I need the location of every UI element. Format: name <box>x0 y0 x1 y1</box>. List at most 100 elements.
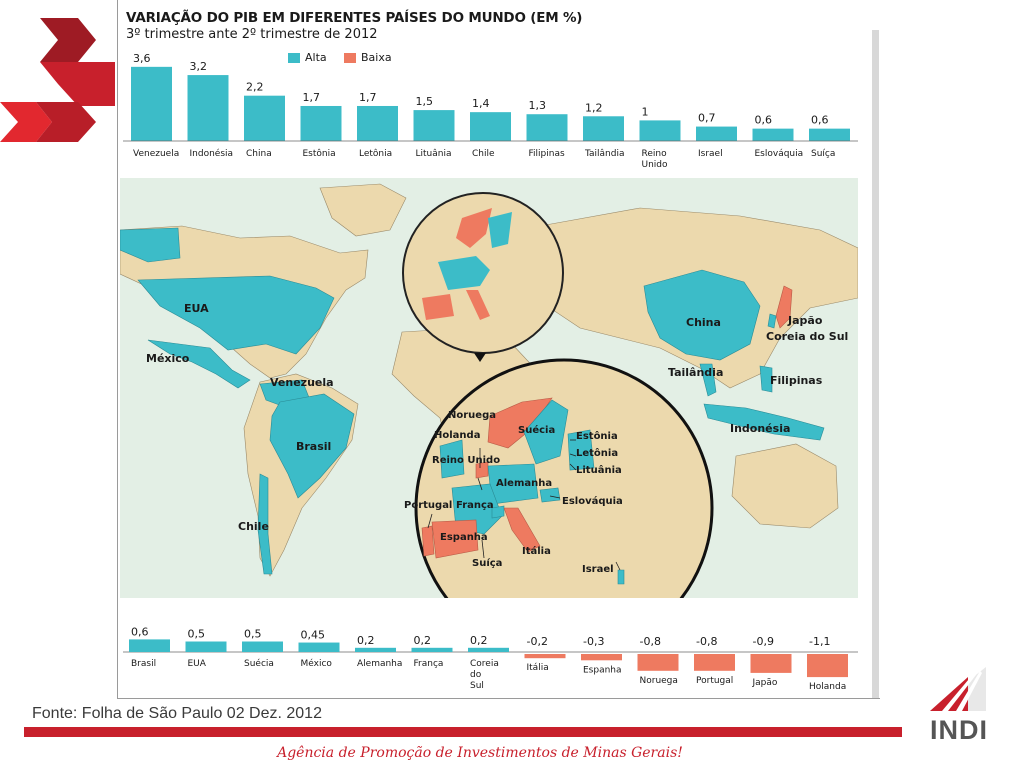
legend-item-up: Alta <box>288 51 327 64</box>
bar-japao <box>750 654 792 673</box>
category-label-letonia: Letônia <box>359 148 392 159</box>
value-label-suecia: 0,5 <box>244 628 262 641</box>
europe-zoom-slovakia <box>539 487 561 503</box>
source-caption: Fonte: Folha de São Paulo 02 Dez. 2012 <box>32 705 322 722</box>
category-label-indonesia: Indonésia <box>190 148 234 159</box>
map-label-japao: Japão <box>787 314 823 327</box>
legend-swatch-down <box>344 52 356 63</box>
leader-lines <box>427 439 621 571</box>
category-label-chile: Chile <box>472 149 495 159</box>
europe-zoom-switzerland <box>491 505 505 519</box>
category-label-suica: Suíça <box>811 149 835 159</box>
map-label-mexico: México <box>146 352 190 365</box>
value-label-japao: -0,9 <box>753 635 774 648</box>
value-label-lituania: 1,5 <box>416 95 434 108</box>
bar-holanda <box>807 654 848 678</box>
map-label-tailandia: Tailândia <box>668 366 723 379</box>
map-label-portugal: Portugal <box>404 500 452 511</box>
greenland-land <box>319 183 407 237</box>
bar-mexico <box>298 642 340 652</box>
value-label-eua: 0,5 <box>188 628 206 641</box>
value-label-italia: -0,2 <box>527 635 548 648</box>
europe-zoom-uk <box>439 439 465 479</box>
map-label-israel: Israel <box>582 564 614 575</box>
bar-franca <box>411 647 453 652</box>
top-bar-chart: 3,6 Venezuela 3,2 Indonésia 2,2 China 1,7 Estôn… <box>123 52 858 170</box>
footer-tagline: Agência de Promoção de Investimentos de … <box>277 745 683 761</box>
value-label-suica: 0,6 <box>811 114 829 127</box>
world-map-drawing: EUA México Venezuela Brasil Chile China … <box>120 183 858 598</box>
chart-title: VARIAÇÃO DO PIB EM DIFERENTES PAÍSES DO … <box>126 10 583 26</box>
category-label-brasil: Brasil <box>131 659 156 669</box>
category-label-eslovaquia: Eslováquia <box>755 149 804 159</box>
bar-espanha <box>581 654 622 661</box>
decorative-zigzag-logo <box>0 18 115 142</box>
map-label-espanha: Espanha <box>440 532 488 543</box>
bar-israel <box>696 126 737 141</box>
value-label-espanha: -0,3 <box>583 635 604 648</box>
europe-small-iberia <box>422 294 454 320</box>
europe-zoom-spain <box>431 519 479 559</box>
china-shape <box>643 269 761 361</box>
europe-zoom-israel <box>617 569 625 585</box>
category-label-coreia-do-sul: Coreia do Sul <box>470 659 499 691</box>
bar-suica <box>809 128 850 141</box>
europe-small-sweden <box>488 212 512 248</box>
map-label-eua: EUA <box>184 302 209 315</box>
chart-subtitle: 3º trimestre ante 2º trimestre de 2012 <box>126 27 378 42</box>
value-label-indonesia: 3,2 <box>190 60 208 73</box>
usa-shape <box>137 275 335 355</box>
europe-small-italy <box>466 290 490 320</box>
category-label-portugal: Portugal <box>696 676 733 686</box>
value-label-estonia: 1,7 <box>303 91 321 104</box>
category-label-espanha: Espanha <box>583 665 622 675</box>
zoom-pointer <box>474 353 486 362</box>
europe-small-west <box>438 256 490 290</box>
category-label-filipinas: Filipinas <box>529 149 565 159</box>
footer-red-bar <box>24 727 902 737</box>
indi-logo-text: INDI <box>930 715 988 745</box>
bar-reino-unido <box>639 120 681 141</box>
bar-venezuela <box>131 66 172 141</box>
category-label-tailandia: Tailândia <box>584 149 624 159</box>
bottom-bar-chart: 0,6 Brasil 0,5 EUA 0,5 Suécia 0,45 México 0,2 Ale… <box>123 625 858 692</box>
map-label-indonesia: Indonésia <box>730 422 790 435</box>
category-label-israel: Israel <box>698 149 723 159</box>
value-label-alemanha: 0,2 <box>357 634 375 647</box>
map-label-estonia: Estônia <box>576 430 618 442</box>
value-label-china: 2,2 <box>246 81 264 94</box>
legend-label-up: Alta <box>305 51 327 64</box>
bar-suecia <box>242 641 283 652</box>
value-label-filipinas: 1,3 <box>529 99 547 112</box>
legend-label-down: Baixa <box>361 51 392 64</box>
value-label-coreia-do-sul: 0,2 <box>470 634 488 647</box>
legend-item-down: Baixa <box>344 51 392 64</box>
bar-alemanha <box>355 647 396 652</box>
category-label-estonia: Estônia <box>303 148 336 159</box>
value-label-venezuela: 3,6 <box>133 52 151 65</box>
value-label-israel: 0,7 <box>698 112 716 125</box>
europe-zoom-sweden <box>523 399 569 465</box>
indonesia-shape <box>703 403 825 441</box>
bar-filipinas <box>526 114 568 141</box>
map-label-lituania: Lituânia <box>576 464 622 476</box>
bar-tailandia <box>583 116 624 141</box>
europe-zoom-netherlands <box>475 461 489 479</box>
category-label-lituania: Lituânia <box>416 149 452 159</box>
australia-land <box>731 443 839 529</box>
category-label-franca: França <box>414 659 444 669</box>
bar-estonia <box>300 105 342 141</box>
philippines-shape <box>759 365 773 393</box>
europe-zoom-italy <box>503 507 541 553</box>
map-label-suica: Suíça <box>472 557 502 569</box>
category-label-suecia: Suécia <box>244 658 274 669</box>
alaska-shape <box>120 227 181 263</box>
europe-zoom-portugal <box>421 525 435 557</box>
chile-shape <box>257 473 273 575</box>
category-label-china: China <box>246 149 272 159</box>
value-label-tailandia: 1,2 <box>585 101 603 114</box>
bar-chile <box>470 112 511 141</box>
brazil-shape <box>269 393 355 499</box>
map-label-reino: Reino Unido <box>432 455 500 466</box>
